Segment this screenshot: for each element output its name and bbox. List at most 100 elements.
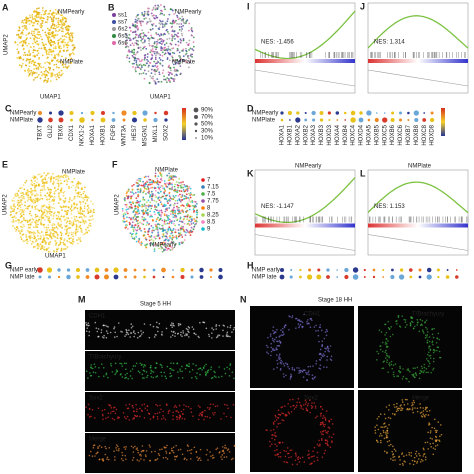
cell-dot xyxy=(36,247,39,250)
signal xyxy=(407,408,410,411)
cell-dot xyxy=(134,68,137,71)
cell-dot xyxy=(177,195,180,197)
signal xyxy=(87,414,89,416)
cell-dot xyxy=(163,220,166,223)
cell-dot xyxy=(158,73,161,76)
cell-dot xyxy=(163,219,166,221)
cell-dot xyxy=(65,247,68,250)
signal xyxy=(93,417,96,419)
signal xyxy=(209,407,211,409)
signal xyxy=(301,456,304,459)
signal xyxy=(295,455,297,457)
signal xyxy=(172,451,175,454)
cell-dot xyxy=(47,51,50,54)
cell-dot xyxy=(60,61,62,64)
cell-dot xyxy=(159,62,162,65)
signal xyxy=(152,376,155,379)
signal xyxy=(164,375,167,378)
gene-label: HOXB1 xyxy=(101,124,107,145)
signal xyxy=(223,325,226,327)
signal xyxy=(387,340,389,342)
cell-dot xyxy=(33,231,35,234)
signal xyxy=(149,446,151,448)
signal xyxy=(439,435,441,438)
signal xyxy=(208,408,211,411)
cell-dot xyxy=(155,25,157,27)
cell-dot xyxy=(172,228,175,230)
signal xyxy=(383,423,385,425)
cell-dot xyxy=(182,39,185,42)
cell-dot xyxy=(89,225,92,227)
cell-dot xyxy=(171,9,174,12)
signal xyxy=(396,320,398,322)
cell-dot xyxy=(44,69,47,72)
signal xyxy=(119,362,121,365)
signal xyxy=(179,448,182,451)
expr-dot xyxy=(429,117,435,123)
signal xyxy=(433,418,436,421)
cell-dot xyxy=(74,234,77,237)
signal xyxy=(214,405,217,408)
cell-dot xyxy=(172,19,174,22)
signal xyxy=(131,325,134,328)
signal xyxy=(425,326,427,329)
signal xyxy=(279,451,282,454)
signal xyxy=(283,326,286,329)
signal xyxy=(290,449,293,451)
signal xyxy=(435,341,438,344)
signal xyxy=(210,455,212,457)
cell-dot xyxy=(29,16,31,19)
signal xyxy=(281,406,284,408)
signal xyxy=(200,412,203,414)
signal xyxy=(213,413,215,416)
signal xyxy=(303,313,305,316)
cell-dot xyxy=(157,196,160,199)
signal xyxy=(170,322,173,324)
signal xyxy=(273,434,275,436)
cell-dot xyxy=(12,209,15,212)
signal xyxy=(428,409,431,412)
cell-dot xyxy=(37,16,40,18)
signal xyxy=(319,421,322,424)
cell-dot xyxy=(169,249,172,252)
signal xyxy=(119,373,122,376)
signal xyxy=(300,405,303,407)
cell-dot xyxy=(163,235,165,238)
cell-dot xyxy=(53,15,56,17)
cell-dot xyxy=(171,248,174,251)
signal xyxy=(423,369,426,372)
signal xyxy=(423,453,425,455)
signal xyxy=(271,337,274,340)
cell-dot xyxy=(170,69,172,72)
cell-dot xyxy=(172,204,175,207)
cell-dot xyxy=(86,200,88,202)
signal xyxy=(422,447,425,450)
gene-label: HOXD3 xyxy=(327,124,333,145)
expr-dot xyxy=(104,274,109,280)
cell-dot xyxy=(40,216,43,219)
signal xyxy=(154,450,156,453)
cell-dot xyxy=(32,38,35,41)
signal xyxy=(174,404,177,407)
signal xyxy=(196,372,198,374)
expr-dot xyxy=(289,275,293,279)
signal xyxy=(229,335,231,338)
cell-dot xyxy=(83,215,86,218)
cell-dot xyxy=(72,238,74,241)
cell-dot xyxy=(180,39,182,42)
cell-dot xyxy=(59,189,62,192)
cell-dot xyxy=(138,177,140,180)
cell-dot xyxy=(35,239,38,242)
cell-dot xyxy=(159,172,162,175)
signal xyxy=(273,340,275,343)
cell-dot xyxy=(30,32,33,35)
cell-dot xyxy=(165,194,167,197)
cell-dot xyxy=(173,206,175,209)
cell-dot xyxy=(144,12,146,15)
signal xyxy=(319,423,322,426)
cell-dot xyxy=(54,27,57,30)
cell-dot xyxy=(38,209,40,212)
cell-dot xyxy=(79,206,82,209)
cell-dot xyxy=(52,43,55,46)
cell-dot xyxy=(185,193,188,196)
